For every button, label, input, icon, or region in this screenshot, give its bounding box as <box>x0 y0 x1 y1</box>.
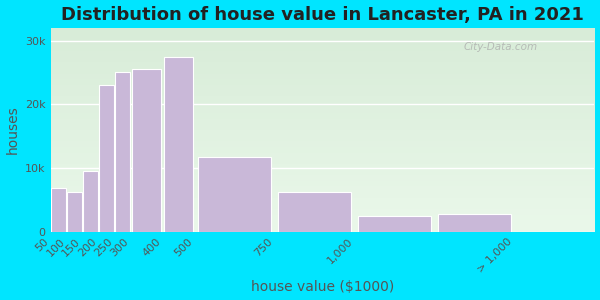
Bar <box>51 188 66 232</box>
Bar <box>115 73 130 232</box>
Title: Distribution of house value in Lancaster, PA in 2021: Distribution of house value in Lancaster… <box>61 6 584 24</box>
Bar <box>358 216 431 232</box>
Bar <box>437 214 511 232</box>
Bar <box>132 69 161 232</box>
Bar <box>83 171 98 232</box>
X-axis label: house value ($1000): house value ($1000) <box>251 280 394 294</box>
Bar <box>278 192 352 232</box>
Bar <box>164 56 193 232</box>
Bar <box>198 157 271 232</box>
Bar <box>67 192 82 232</box>
Text: City-Data.com: City-Data.com <box>464 42 538 52</box>
Bar <box>99 85 114 232</box>
Y-axis label: houses: houses <box>5 105 20 154</box>
